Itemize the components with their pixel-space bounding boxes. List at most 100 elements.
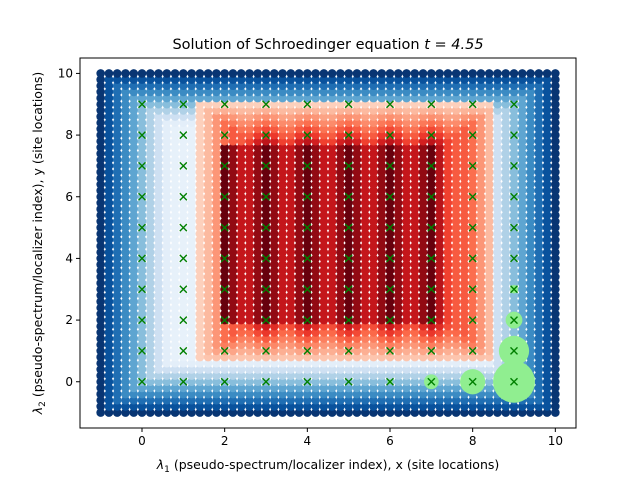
- grid-dot: [129, 365, 139, 374]
- grid-dot: [286, 149, 296, 158]
- grid-dot: [269, 315, 279, 325]
- grid-dot: [336, 309, 345, 319]
- grid-dot: [203, 389, 213, 399]
- grid-dot: [393, 235, 403, 245]
- grid-dot: [402, 124, 411, 134]
- grid-dot: [104, 377, 114, 387]
- grid-dot: [427, 81, 436, 91]
- grid-dot: [228, 75, 238, 84]
- grid-dot: [393, 352, 403, 362]
- grid-dot: [112, 192, 122, 202]
- grid-dot: [542, 284, 552, 294]
- grid-dot: [377, 136, 387, 146]
- grid-dot: [443, 328, 453, 337]
- grid-dot: [493, 309, 502, 319]
- grid-dot: [493, 272, 502, 282]
- grid-dot: [377, 309, 387, 319]
- grid-dot: [170, 278, 180, 288]
- grid-dot: [236, 377, 246, 387]
- grid-dot: [245, 112, 254, 121]
- grid-dot: [476, 118, 486, 128]
- grid-dot: [311, 167, 320, 177]
- grid-dot: [278, 272, 287, 282]
- grid-dot: [534, 303, 544, 313]
- grid-dot: [352, 389, 362, 399]
- grid-dot: [154, 81, 163, 91]
- grid-dot: [203, 118, 213, 128]
- grid-dot: [261, 395, 271, 405]
- grid-dot: [402, 284, 411, 294]
- grid-dot: [393, 106, 403, 115]
- grid-dot: [203, 383, 213, 393]
- grid-dot: [393, 334, 403, 343]
- grid-dot: [468, 149, 477, 158]
- site-marker: [138, 223, 146, 232]
- grid-dot: [336, 161, 345, 171]
- grid-dot: [551, 371, 560, 380]
- grid-dot: [410, 235, 420, 245]
- grid-dot: [104, 198, 114, 208]
- grid-dot: [418, 389, 428, 399]
- grid-dot: [129, 112, 139, 121]
- grid-dot: [187, 186, 196, 195]
- grid-dot: [484, 186, 494, 195]
- grid-dot: [228, 81, 238, 91]
- grid-dot: [220, 266, 229, 276]
- grid-dot: [303, 217, 312, 226]
- site-marker: [179, 377, 188, 386]
- grid-dot: [410, 217, 420, 226]
- grid-dot: [269, 328, 279, 337]
- grid-dot: [96, 383, 105, 393]
- grid-dot: [195, 278, 205, 288]
- grid-dot: [476, 93, 486, 103]
- grid-dot: [534, 217, 544, 226]
- grid-dot: [418, 198, 428, 208]
- grid-dot: [129, 254, 139, 263]
- grid-dot: [269, 81, 279, 91]
- site-marker: [468, 285, 477, 294]
- grid-dot: [228, 173, 238, 183]
- grid-dot: [534, 143, 544, 152]
- grid-dot: [509, 198, 519, 208]
- grid-dot: [253, 408, 263, 417]
- grid-dot: [228, 408, 238, 417]
- grid-dot: [145, 315, 155, 325]
- grid-dot: [460, 334, 469, 343]
- grid-dot: [385, 402, 395, 411]
- grid-dot: [344, 408, 353, 417]
- grid-dot: [261, 278, 271, 288]
- grid-dot: [443, 389, 453, 399]
- grid-dot: [443, 377, 453, 387]
- grid-dot: [278, 247, 287, 257]
- grid-dot: [278, 358, 287, 368]
- grid-dot: [369, 358, 378, 368]
- grid-dot: [327, 284, 337, 294]
- grid-dot: [393, 260, 403, 269]
- grid-dot: [236, 118, 246, 128]
- grid-dot: [129, 291, 139, 300]
- grid-dot: [435, 229, 444, 239]
- grid-dot: [145, 112, 155, 121]
- grid-dot: [286, 358, 296, 368]
- grid-dot: [311, 75, 320, 84]
- grid-dot: [261, 402, 271, 411]
- grid-dot: [245, 87, 254, 97]
- grid-dot: [509, 136, 519, 146]
- grid-dot: [112, 315, 122, 325]
- grid-dot: [162, 136, 172, 146]
- grid-dot: [402, 321, 411, 331]
- grid-dot: [377, 395, 387, 405]
- grid-dot: [220, 340, 229, 350]
- grid-dot: [501, 260, 511, 269]
- grid-dot: [551, 254, 560, 263]
- grid-dot: [145, 328, 155, 337]
- grid-dot: [195, 167, 205, 177]
- grid-dot: [501, 167, 511, 177]
- grid-dot: [253, 358, 263, 368]
- grid-dot: [476, 136, 486, 146]
- grid-dot: [236, 167, 246, 177]
- grid-dot: [129, 315, 139, 325]
- grid-dot: [294, 217, 304, 226]
- grid-dot: [451, 204, 461, 214]
- grid-dot: [468, 297, 477, 306]
